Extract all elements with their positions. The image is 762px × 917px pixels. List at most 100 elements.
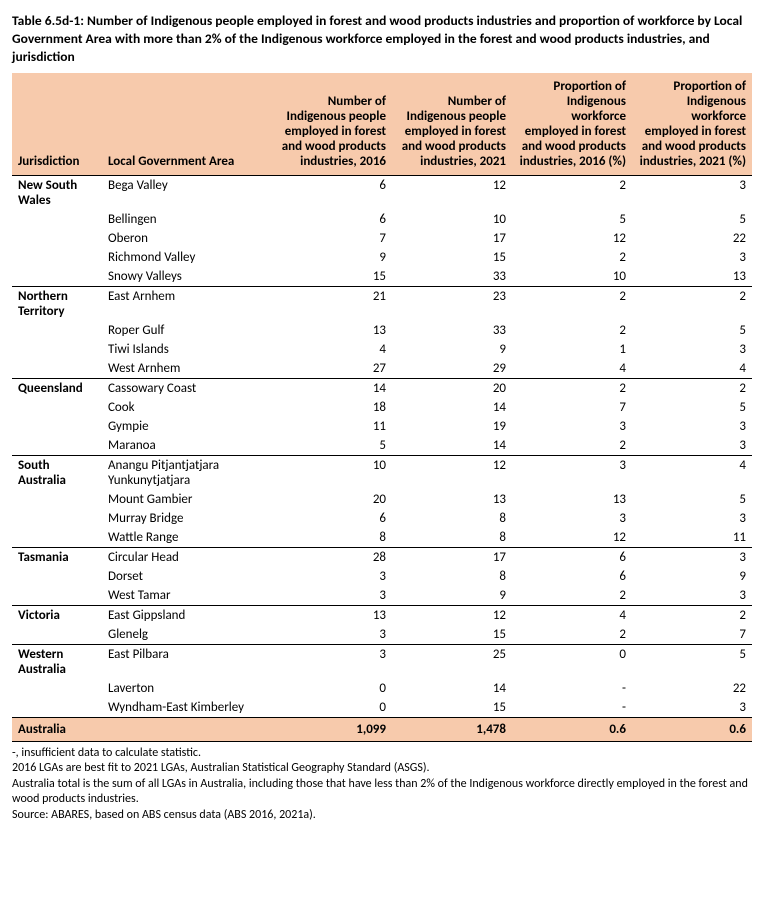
lga-cell: Glenelg	[102, 625, 272, 645]
value-cell: 6	[512, 567, 632, 586]
value-cell: 3	[632, 509, 752, 528]
value-cell: 1	[512, 340, 632, 359]
value-cell: 3	[512, 417, 632, 436]
lga-cell: Roper Gulf	[102, 321, 272, 340]
jurisdiction-cell	[12, 417, 102, 436]
value-cell: 22	[632, 229, 752, 248]
jurisdiction-cell	[12, 679, 102, 698]
value-cell: 15	[392, 248, 512, 267]
lga-cell: Snowy Valleys	[102, 267, 272, 287]
value-cell: 2	[512, 625, 632, 645]
note-line: Source: ABARES, based on ABS census data…	[12, 808, 750, 824]
value-cell: 15	[272, 267, 392, 287]
value-cell: 7	[632, 625, 752, 645]
table-row: Tiwi Islands4913	[12, 340, 752, 359]
value-cell: 13	[632, 267, 752, 287]
jurisdiction-cell	[12, 436, 102, 456]
table-row: Wyndham-East Kimberley015-3	[12, 698, 752, 718]
value-cell: 8	[392, 567, 512, 586]
lga-cell: Cook	[102, 398, 272, 417]
table-row: TasmaniaCircular Head281763	[12, 547, 752, 567]
lga-cell: Wyndham-East Kimberley	[102, 698, 272, 718]
value-cell: 2	[512, 175, 632, 210]
value-cell: 3	[512, 455, 632, 490]
table-row: VictoriaEast Gippsland131242	[12, 605, 752, 625]
value-cell: 3	[272, 567, 392, 586]
value-cell: 2	[632, 378, 752, 398]
value-cell: 4	[272, 340, 392, 359]
value-cell: 12	[392, 175, 512, 210]
value-cell: 15	[392, 625, 512, 645]
value-cell: 7	[272, 229, 392, 248]
value-cell: 14	[272, 378, 392, 398]
value-cell: 2	[632, 605, 752, 625]
value-cell: 8	[392, 509, 512, 528]
table-row: West Arnhem272944	[12, 359, 752, 379]
value-cell: 15	[392, 698, 512, 718]
col-jurisdiction: Jurisdiction	[12, 73, 102, 176]
table-row: Dorset3869	[12, 567, 752, 586]
value-cell: 3	[272, 625, 392, 645]
value-cell: 3	[272, 586, 392, 606]
lga-cell: Mount Gambier	[102, 490, 272, 509]
value-cell: 12	[392, 605, 512, 625]
value-cell: -	[512, 679, 632, 698]
header-row: Jurisdiction Local Government Area Numbe…	[12, 73, 752, 176]
value-cell: 17	[392, 547, 512, 567]
jurisdiction-cell: New South Wales	[12, 175, 102, 210]
table-row: Bellingen61055	[12, 210, 752, 229]
value-cell: 5	[632, 398, 752, 417]
jurisdiction-cell	[12, 528, 102, 548]
value-cell: 14	[392, 679, 512, 698]
lga-cell: Laverton	[102, 679, 272, 698]
table-row: Roper Gulf133325	[12, 321, 752, 340]
lga-cell: Murray Bridge	[102, 509, 272, 528]
lga-cell: Maranoa	[102, 436, 272, 456]
value-cell: 9	[392, 340, 512, 359]
value-cell: 17	[392, 229, 512, 248]
table-row: Maranoa51423	[12, 436, 752, 456]
value-cell: 28	[272, 547, 392, 567]
lga-cell: East Arnhem	[102, 286, 272, 321]
table-notes: -, insufficient data to calculate statis…	[12, 746, 750, 824]
jurisdiction-cell: Northern Territory	[12, 286, 102, 321]
value-cell: 22	[632, 679, 752, 698]
value-cell: 5	[632, 644, 752, 679]
jurisdiction-cell	[12, 359, 102, 379]
lga-cell: West Tamar	[102, 586, 272, 606]
value-cell: 9	[392, 586, 512, 606]
value-cell: 23	[392, 286, 512, 321]
jurisdiction-cell	[12, 229, 102, 248]
value-cell: 13	[512, 490, 632, 509]
value-cell: 2	[512, 248, 632, 267]
table-row: Richmond Valley91523	[12, 248, 752, 267]
table-row: Western AustraliaEast Pilbara32505	[12, 644, 752, 679]
lga-cell: Richmond Valley	[102, 248, 272, 267]
jurisdiction-cell	[12, 340, 102, 359]
jurisdiction-cell	[12, 509, 102, 528]
lga-cell: Wattle Range	[102, 528, 272, 548]
value-cell: 5	[632, 210, 752, 229]
value-cell: 33	[392, 267, 512, 287]
value-cell: 3	[272, 644, 392, 679]
note-line: -, insufficient data to calculate statis…	[12, 746, 750, 762]
table-row: Laverton014-22	[12, 679, 752, 698]
value-cell: 6	[272, 509, 392, 528]
table-row: West Tamar3923	[12, 586, 752, 606]
col-n2016: Number of Indigenous people employed in …	[272, 73, 392, 176]
note-line: 2016 LGAs are best fit to 2021 LGAs, Aus…	[12, 761, 750, 777]
value-cell: 7	[512, 398, 632, 417]
value-cell: 3	[512, 509, 632, 528]
value-cell: 3	[632, 248, 752, 267]
value-cell: -	[512, 698, 632, 718]
total-value: 1,099	[272, 717, 392, 741]
table-row: New South WalesBega Valley61223	[12, 175, 752, 210]
total-label: Australia	[12, 717, 272, 741]
value-cell: 13	[392, 490, 512, 509]
value-cell: 12	[512, 528, 632, 548]
table-title: Table 6.5d-1: Number of Indigenous peopl…	[12, 12, 750, 67]
value-cell: 10	[392, 210, 512, 229]
value-cell: 29	[392, 359, 512, 379]
lga-cell: Gympie	[102, 417, 272, 436]
value-cell: 33	[392, 321, 512, 340]
